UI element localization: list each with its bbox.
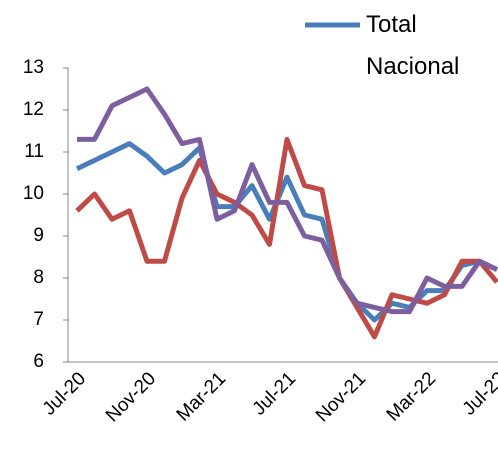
series-line — [75, 136, 498, 340]
series-line — [75, 141, 498, 323]
y-tick-label: 6 — [33, 351, 44, 372]
y-tick-label: 8 — [33, 267, 44, 288]
x-tick-label: Mar-21 — [173, 368, 230, 425]
y-tick-label: 10 — [23, 183, 44, 204]
x-tick-label: Jul-21 — [249, 368, 300, 419]
x-tick-label: Jul-22 — [459, 368, 498, 419]
x-tick-label: Jul-20 — [39, 368, 90, 419]
series-line — [77, 86, 498, 315]
legend-label: Total Nacional — [366, 11, 460, 80]
x-tick-label: Nov-21 — [312, 368, 370, 426]
y-tick-label: 12 — [23, 99, 44, 120]
x-tick-label: Mar-22 — [383, 368, 440, 425]
y-tick-label: 13 — [23, 57, 44, 78]
y-tick-label: 9 — [33, 225, 44, 246]
y-tick-label: 11 — [24, 141, 44, 162]
x-tick-label: Nov-20 — [102, 368, 160, 426]
y-tick-label: 7 — [33, 309, 44, 330]
